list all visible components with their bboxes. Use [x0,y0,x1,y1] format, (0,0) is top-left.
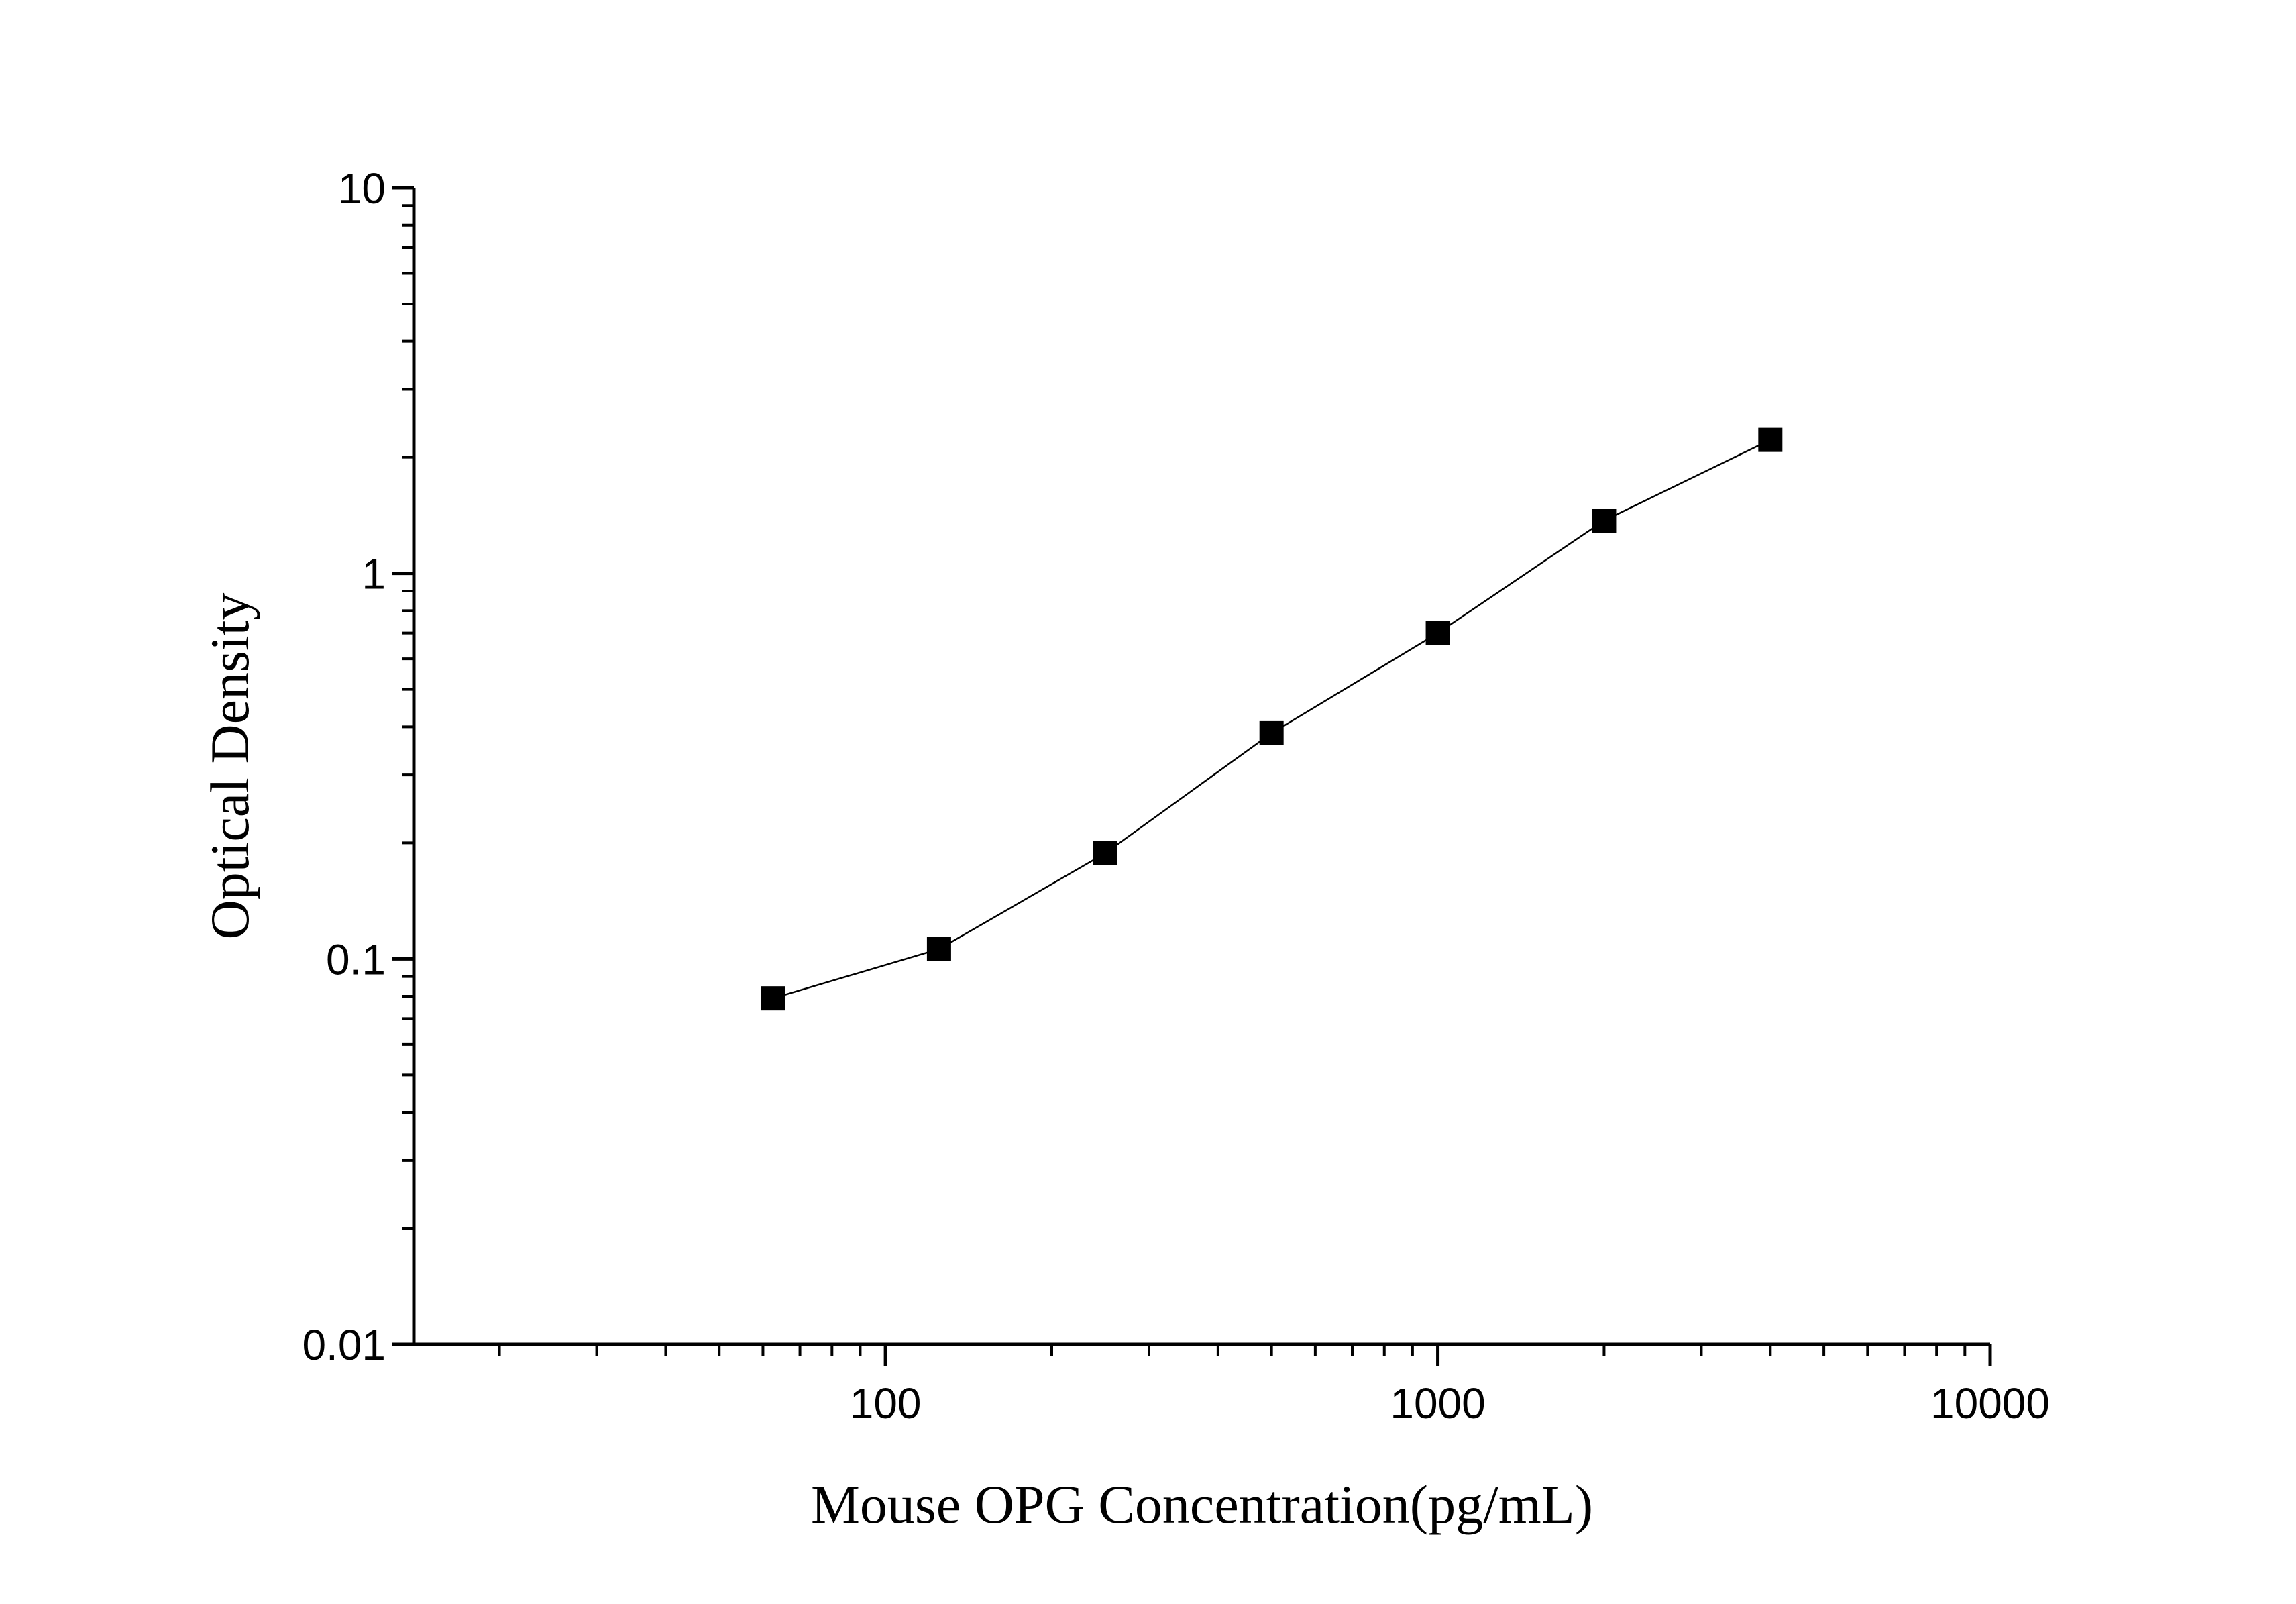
data-point-marker [1758,427,1783,452]
data-point-marker [1093,841,1117,865]
data-point-marker [1592,509,1617,533]
y-tick-label: 0.01 [302,1321,386,1369]
data-point-marker [1259,720,1284,745]
x-axis-title: Mouse OPG Concentration(pg/mL) [811,1474,1593,1535]
x-tick-labels: 100 1000 10000 [850,1379,2050,1428]
y-tick-labels: 0.01 0.1 1 10 [302,164,386,1369]
y-tick-label: 0.1 [326,935,386,983]
x-tick-label: 10000 [1930,1379,2050,1428]
data-point-marker [761,986,785,1011]
y-tick-label: 1 [362,550,386,598]
x-tick-label: 100 [850,1379,922,1428]
y-tick-label: 10 [338,164,386,213]
y-axis-title: Optical Density [199,593,260,940]
minor-ticks [402,204,1967,1356]
x-tick-label: 1000 [1390,1379,1485,1428]
data-point-marker [926,937,951,961]
series-line [772,439,1771,1000]
data-point-marker [1425,621,1450,645]
major-ticks [392,186,1992,1366]
data-markers [761,427,1783,1011]
series-line-group [772,439,1771,1000]
